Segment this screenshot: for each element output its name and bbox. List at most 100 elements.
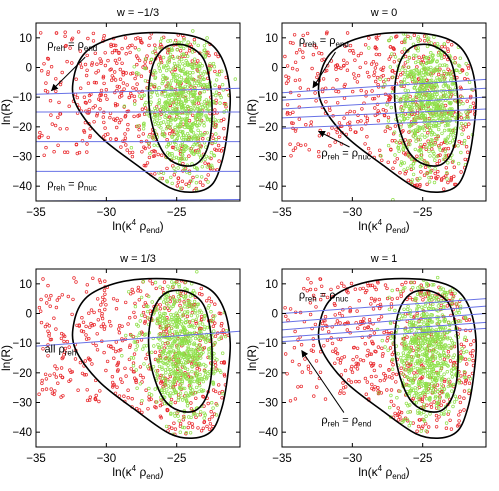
green-point-688: [162, 349, 166, 353]
red-point-473: [93, 104, 97, 108]
green-point-359: [445, 63, 449, 68]
red-point-369: [434, 176, 439, 181]
green-point-587: [165, 60, 170, 64]
green-point-90: [389, 393, 393, 398]
green-point-624: [185, 76, 190, 80]
green-point-416: [417, 71, 421, 75]
red-point-200: [169, 397, 174, 402]
red-point-6: [123, 366, 127, 370]
green-point-318: [190, 50, 195, 54]
green-point-321: [219, 370, 223, 374]
green-point-584: [400, 337, 405, 341]
red-point-348: [291, 121, 295, 126]
green-point-61: [437, 69, 442, 73]
red-point-203: [383, 129, 387, 133]
green-point-610: [173, 92, 177, 96]
green-point-500: [166, 124, 171, 128]
red-point-15: [368, 151, 372, 155]
red-point-157: [390, 376, 394, 380]
red-point-222: [130, 287, 134, 292]
red-point-52: [345, 31, 350, 35]
green-point-357: [187, 349, 191, 354]
green-point-548: [162, 331, 166, 336]
red-point-82: [307, 148, 311, 152]
green-point-401: [435, 321, 439, 326]
green-point-482: [409, 164, 413, 168]
red-point-336: [98, 389, 102, 393]
red-point-434: [366, 284, 370, 288]
red-point-12: [297, 105, 301, 109]
red-point-243: [329, 287, 333, 292]
annotation-1: ρreh = ρend: [299, 35, 349, 49]
green-point-115: [463, 138, 467, 143]
red-point-232: [322, 344, 326, 348]
red-point-139: [325, 68, 329, 73]
red-point-250: [211, 324, 216, 328]
y-tick-label: 0: [272, 63, 278, 75]
red-point-343: [334, 127, 338, 132]
red-point-105: [103, 307, 107, 312]
green-point-159: [204, 98, 209, 102]
red-point-450: [118, 77, 123, 82]
green-point-188: [403, 88, 407, 92]
red-point-41: [217, 69, 222, 74]
green-point-569: [431, 356, 435, 360]
red-point-16: [376, 345, 381, 349]
red-point-346: [134, 406, 139, 411]
green-point-243: [137, 48, 141, 52]
green-point-652: [450, 372, 454, 376]
red-point-515: [130, 71, 135, 75]
green-point-149: [433, 95, 437, 99]
green-point-642: [189, 380, 193, 384]
red-point-211: [335, 130, 339, 135]
red-point-318: [457, 413, 461, 417]
green-point-680: [213, 369, 217, 374]
green-point-649: [459, 112, 463, 117]
red-point-399: [126, 46, 130, 50]
green-point-353: [166, 107, 170, 112]
red-point-257: [155, 369, 160, 373]
red-point-4: [127, 316, 132, 320]
green-point-301: [407, 65, 411, 69]
green-point-619: [153, 70, 158, 75]
green-point-308: [215, 72, 219, 77]
red-point-355: [457, 319, 461, 323]
red-point-342: [325, 295, 330, 300]
red-point-362: [289, 154, 293, 158]
green-point-192: [148, 151, 152, 156]
red-point-248: [115, 369, 120, 373]
green-point-673: [403, 103, 407, 108]
red-point-404: [46, 135, 50, 140]
green-point-625: [419, 150, 424, 154]
green-point-118: [441, 157, 446, 161]
green-point-181: [184, 157, 189, 161]
green-point-524: [179, 57, 184, 62]
green-point-205: [175, 48, 180, 52]
red-point-34: [217, 91, 221, 96]
green-point-246: [416, 178, 420, 182]
green-point-526: [202, 362, 206, 367]
red-point-299: [388, 126, 392, 131]
green-point-393: [213, 341, 217, 345]
green-point-518: [183, 125, 187, 130]
red-point-123: [471, 349, 475, 353]
x-axis-label: ln(κ4 ρend): [112, 218, 163, 235]
green-point-280: [202, 411, 206, 415]
red-point-440: [446, 49, 450, 54]
green-point-585: [142, 362, 146, 366]
green-point-362: [217, 337, 221, 341]
green-point-696: [198, 91, 203, 95]
red-point-32: [326, 132, 331, 136]
red-point-102: [39, 297, 43, 302]
red-point-404: [402, 151, 406, 155]
green-point-547: [217, 73, 221, 77]
red-point-201: [66, 294, 71, 299]
green-point-645: [434, 107, 439, 111]
red-point-222: [299, 384, 303, 389]
green-point-327: [209, 150, 214, 155]
green-point-313: [214, 132, 218, 136]
red-point-227: [119, 145, 123, 149]
red-point-390: [342, 58, 346, 63]
green-point-45: [173, 103, 177, 107]
red-point-388: [148, 36, 152, 40]
